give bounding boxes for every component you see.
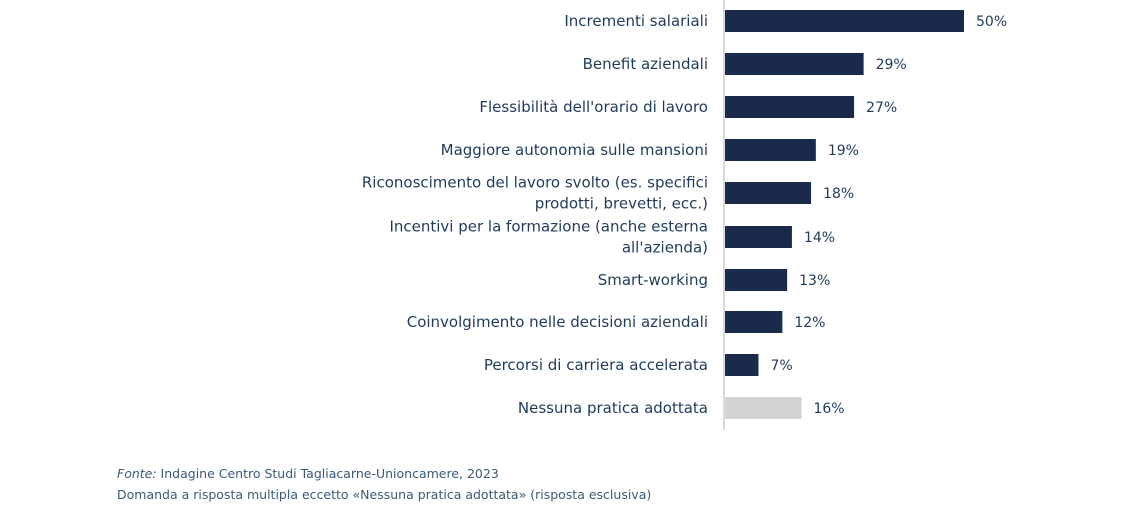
- bar: [725, 226, 792, 248]
- category-label: Incrementi salariali: [564, 12, 708, 30]
- category-label: Nessuna pratica adottata: [518, 399, 708, 417]
- bar: [725, 397, 802, 419]
- value-label: 27%: [866, 100, 897, 116]
- question-note: Domanda a risposta multipla eccetto «Nes…: [117, 487, 651, 502]
- value-label: 18%: [823, 186, 854, 202]
- category-label-line: Coinvolgimento nelle decisioni aziendali: [407, 313, 708, 331]
- question-note-text: Domanda a risposta multipla eccetto «Nes…: [117, 487, 652, 502]
- source-text: Indagine Centro Studi Tagliacarne-Unionc…: [156, 466, 499, 481]
- category-label-line: Incrementi salariali: [564, 12, 708, 30]
- category-label: Coinvolgimento nelle decisioni aziendali: [407, 313, 708, 331]
- category-label-line: all'azienda): [622, 239, 708, 257]
- category-label: Benefit aziendali: [583, 55, 708, 73]
- category-label-line: Incentivi per la formazione (anche ester…: [389, 218, 708, 236]
- value-label: 7%: [770, 358, 792, 374]
- value-label: 12%: [794, 315, 825, 331]
- category-label-line: prodotti, brevetti, ecc.): [535, 195, 708, 213]
- category-label: Riconoscimento del lavoro svolto (es. sp…: [362, 174, 708, 213]
- category-label: Percorsi di carriera accelerata: [484, 356, 708, 374]
- bar: [725, 139, 816, 161]
- category-label-line: Smart-working: [598, 271, 708, 289]
- category-label-line: Maggiore autonomia sulle mansioni: [441, 141, 708, 159]
- value-label: 19%: [828, 143, 859, 159]
- category-label: Flessibilità dell'orario di lavoro: [479, 98, 708, 116]
- bar-chart: 50% Incrementi salariali 29% Benefit aziend…: [362, 0, 1007, 430]
- source-label: Fonte:: [117, 466, 157, 481]
- bar: [725, 311, 783, 333]
- category-label-line: Flessibilità dell'orario di lavoro: [479, 98, 708, 116]
- bar: [725, 182, 812, 204]
- value-label: 50%: [976, 14, 1007, 30]
- category-label: Incentivi per la formazione (anche ester…: [389, 218, 708, 257]
- bar: [725, 269, 788, 291]
- category-label-line: Riconoscimento del lavoro svolto (es. sp…: [362, 174, 708, 192]
- bar: [725, 354, 759, 376]
- value-label: 14%: [804, 230, 835, 246]
- bar: [725, 53, 864, 75]
- bar: [725, 10, 964, 32]
- category-label: Maggiore autonomia sulle mansioni: [441, 141, 708, 159]
- category-label-line: Benefit aziendali: [583, 55, 708, 73]
- bar: [725, 96, 855, 118]
- value-label: 29%: [876, 57, 907, 73]
- category-label-line: Percorsi di carriera accelerata: [484, 356, 708, 374]
- value-label: 13%: [799, 273, 830, 289]
- value-label: 16%: [813, 401, 844, 417]
- source-note: Fonte: Indagine Centro Studi Tagliacarne…: [117, 466, 499, 481]
- category-label: Smart-working: [598, 271, 708, 289]
- category-label-line: Nessuna pratica adottata: [518, 399, 708, 417]
